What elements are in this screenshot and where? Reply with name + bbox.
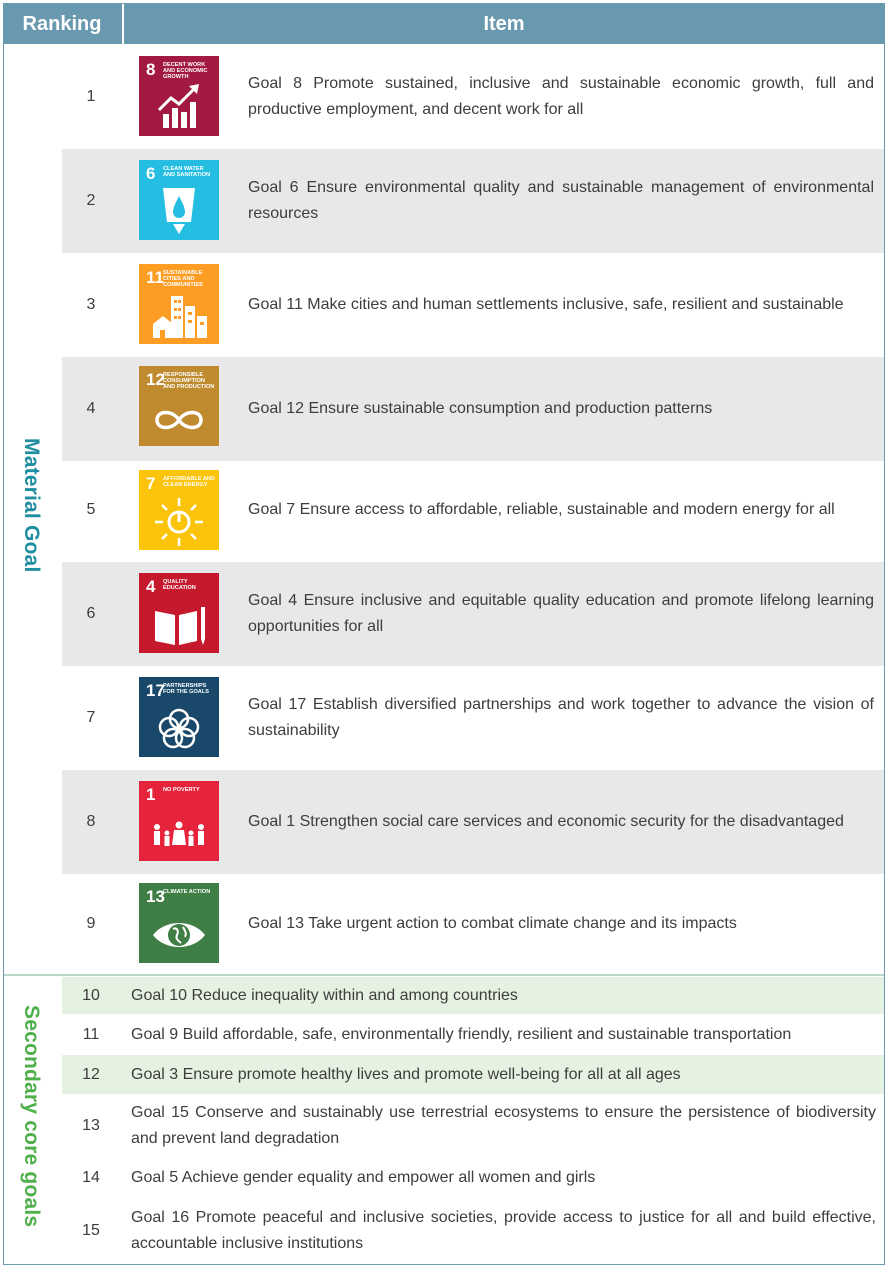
rank-number: 10 [82,986,100,1004]
rank-number: 8 [86,813,96,830]
header-separator [122,4,124,44]
sdg-label: CLIMATE ACTION [163,889,211,895]
sdg-number: 8 [146,60,156,79]
sdg-number: 6 [146,164,156,183]
material-goal-group-label: Material Goal [20,438,43,573]
rank-number: 5 [86,501,96,518]
sdg-label: AFFORDABLE AND CLEAN ENERGY [163,476,215,488]
material-goal-row: 2 6 CLEAN WATER AND SANITATION Goal 6 En… [62,149,884,253]
table-frame [3,3,885,1265]
ranking-column-header: Ranking [22,12,102,35]
secondary-goal-row: 12 Goal 3 Ensure promote healthy lives a… [62,1055,884,1094]
goal-text: Goal 13 Take urgent action to combat cli… [248,915,737,932]
material-goal-row: 5 7 AFFORDABLE AND CLEAN ENERGY Goal 7 E… [62,458,884,562]
rank-number: 7 [86,709,96,726]
material-goal-row: 4 12 RESPONSIBLE CONSUMPTION AND PRODUCT… [62,357,884,461]
goal-text: Goal 11 Make cities and human settlement… [248,296,844,313]
secondary-goal-row: 13 Goal 15 Conserve and sustainably use … [62,1094,884,1158]
secondary-goal-row: 14 Goal 5 Achieve gender equality and em… [62,1158,884,1198]
goal-text: Goal 3 Ensure promote healthy lives and … [131,1065,681,1083]
sdg-number: 11 [146,268,164,287]
sdg13-eye-globe-icon: 13 CLIMATE ACTION [139,883,219,963]
sdg4-book-pencil-icon: 4 QUALITY EDUCATION [139,573,219,653]
sdg-label: QUALITY EDUCATION [163,579,196,591]
goal-text: Goal 7 Ensure access to affordable, reli… [248,501,835,518]
goal-text: Goal 9 Build affordable, safe, environme… [131,1025,792,1043]
goal-text: Goal 8 Promote sustained, inclusive and … [248,75,874,118]
material-goal-row: 3 11 SUSTAINABLE CITIES AND COMMUNITIES … [62,253,884,357]
sdg-number: 17 [146,681,165,700]
rank-number: 1 [86,88,96,105]
material-goal-row: 7 17 PARTNERSHIPS FOR THE GOALS Goal 17 … [62,666,884,770]
sdg-label: SUSTAINABLE CITIES AND COMMUNITIES [163,270,203,288]
sdg12-infinity-icon: 12 RESPONSIBLE CONSUMPTION AND PRODUCTIO… [139,366,219,446]
goal-text: Goal 12 Ensure sustainable consumption a… [248,400,713,417]
goal-text: Goal 4 Ensure inclusive and equitable qu… [248,592,874,635]
sdg-label: CLEAN WATER AND SANITATION [163,166,211,178]
sdg8-growth-chart-icon: 8 DECENT WORK AND ECONOMIC GROWTH [139,56,219,136]
sdg-number: 7 [146,474,156,493]
sdg7-sun-power-icon: 7 AFFORDABLE AND CLEAN ENERGY [139,470,219,550]
material-goal-row: 1 8 DECENT WORK AND ECONOMIC GROWTH Goal… [62,45,884,149]
rank-number: 13 [82,1117,100,1134]
rank-number: 6 [86,605,96,622]
rank-number: 15 [82,1222,100,1239]
sdg17-rings-icon: 17 PARTNERSHIPS FOR THE GOALS [139,677,219,757]
rank-number: 11 [82,1025,100,1043]
material-goal-row: 8 1 NO POVERTY Goal 1 Strengthen social … [62,770,884,874]
sdg1-family-icon: 1 NO POVERTY [139,781,219,861]
secondary-goal-row: 10 Goal 10 Reduce inequality within and … [62,977,884,1014]
rank-number: 9 [86,915,96,932]
goal-text: Goal 17 Establish diversified partnershi… [248,696,874,739]
sdg11-buildings-icon: 11 SUSTAINABLE CITIES AND COMMUNITIES [139,264,219,344]
goal-text: Goal 10 Reduce inequality within and amo… [131,986,518,1004]
goal-text: Goal 5 Achieve gender equality and empow… [131,1169,596,1186]
sdg-number: 4 [146,577,156,596]
goal-text: Goal 16 Promote peaceful and inclusive s… [131,1209,876,1252]
rank-number: 14 [82,1169,100,1186]
goal-text: Goal 6 Ensure environmental quality and … [248,179,874,222]
rank-number: 4 [86,400,96,417]
item-column-header: Item [483,12,525,35]
material-goal-row: 6 4 QUALITY EDUCATION Goal 4 Ensure incl… [62,562,884,666]
sdg-number: 13 [146,887,165,906]
material-goal-row: 9 13 CLIMATE ACTION Goal 13 Take urgent … [62,872,884,976]
sdg-label: RESPONSIBLE CONSUMPTION AND PRODUCTION [163,372,215,390]
secondary-goal-row: 11 Goal 9 Build affordable, safe, enviro… [62,1014,884,1055]
sdg-label: NO POVERTY [163,787,200,793]
sdg-number: 1 [146,785,156,804]
table-header: Ranking Item [4,4,884,44]
secondary-goal-row: 15 Goal 16 Promote peaceful and inclusiv… [62,1198,884,1264]
rank-number: 12 [82,1065,100,1083]
rank-number: 3 [86,296,96,313]
sdg-number: 12 [146,370,165,389]
sdg-label: DECENT WORK AND ECONOMIC GROWTH [163,62,208,80]
rank-number: 2 [86,192,96,209]
sdg6-water-glass-icon: 6 CLEAN WATER AND SANITATION [139,160,219,240]
sdg-label: PARTNERSHIPS FOR THE GOALS [163,683,209,695]
goal-text: Goal 1 Strengthen social care services a… [248,813,844,830]
secondary-goals-group-label: Secondary core goals [20,1005,43,1228]
goal-text: Goal 15 Conserve and sustainably use ter… [131,1104,876,1147]
group-divider [4,974,884,976]
